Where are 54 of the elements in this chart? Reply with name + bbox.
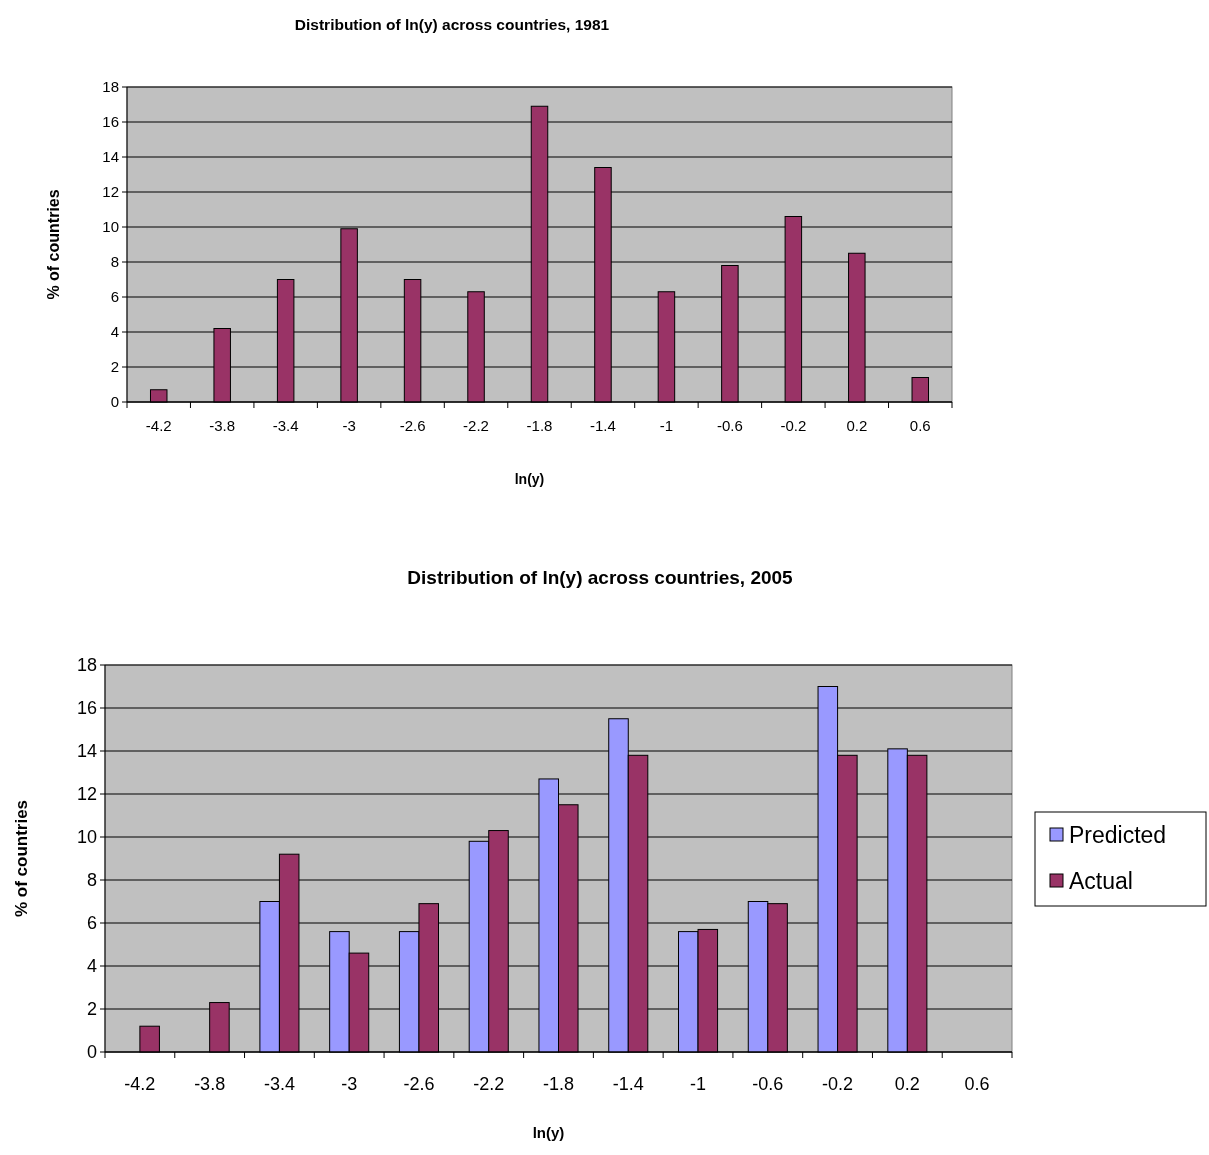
y-tick-label: 10 <box>76 827 97 848</box>
y-tick-label: 6 <box>110 288 119 306</box>
x-tick-label: -1 <box>659 417 674 435</box>
x-tick-label: -2.6 <box>403 1074 435 1095</box>
x-axis-title: ln(y) <box>532 1124 565 1141</box>
y-tick-label: 10 <box>102 218 119 236</box>
x-tick-label: 0.2 <box>846 417 868 435</box>
x-tick-label: -0.6 <box>752 1074 784 1095</box>
y-tick-label: 18 <box>102 78 119 96</box>
chart-title: Distribution of ln(y) across countries, 1981 <box>294 16 610 33</box>
x-tick-label: -1.4 <box>612 1074 644 1095</box>
x-tick-label: -1 <box>690 1074 707 1095</box>
legend-label: Actual <box>1069 868 1133 895</box>
x-tick-label: -3.4 <box>263 1074 295 1095</box>
y-tick-label: 4 <box>110 323 119 341</box>
x-tick-label: -0.2 <box>822 1074 854 1095</box>
y-axis-title: % of countries <box>45 189 62 300</box>
y-tick-label: 6 <box>86 913 97 934</box>
x-tick-label: -3.8 <box>194 1074 226 1095</box>
x-tick-label: -1.8 <box>542 1074 575 1095</box>
x-tick-label: 0.6 <box>909 417 931 435</box>
x-tick-label: -2.2 <box>473 1074 505 1095</box>
x-axis-title: ln(y) <box>514 471 545 487</box>
x-tick-label: -1.8 <box>526 417 553 435</box>
x-tick-label: -1.4 <box>590 417 616 435</box>
x-tick-label: -3 <box>341 1074 358 1095</box>
y-tick-label: 18 <box>76 655 97 676</box>
x-tick-label: -2.6 <box>399 417 426 435</box>
y-tick-label: 2 <box>110 358 119 376</box>
x-tick-label: -3 <box>342 417 356 435</box>
y-tick-label: 0 <box>110 393 119 411</box>
x-tick-label: -3.8 <box>209 417 236 435</box>
x-tick-label: 0.2 <box>894 1074 920 1095</box>
x-tick-label: -4.2 <box>124 1074 156 1095</box>
y-tick-label: 12 <box>76 784 97 805</box>
chart-title: Distribution of ln(y) across countries, 2005 <box>407 567 794 588</box>
y-tick-label: 12 <box>102 183 119 201</box>
y-tick-label: 4 <box>86 956 97 977</box>
y-tick-label: 16 <box>102 113 119 131</box>
y-tick-label: 0 <box>86 1042 97 1063</box>
y-axis-title: % of countries <box>12 799 31 918</box>
x-tick-label: 0.6 <box>964 1074 990 1095</box>
y-tick-label: 16 <box>76 698 97 719</box>
x-tick-label: -2.2 <box>463 417 489 435</box>
x-tick-label: -0.2 <box>780 417 807 435</box>
y-tick-label: 8 <box>86 870 97 891</box>
legend-label: Predicted <box>1069 822 1167 849</box>
y-tick-label: 8 <box>110 253 119 271</box>
y-tick-label: 2 <box>86 999 97 1020</box>
x-tick-label: -0.6 <box>716 417 743 435</box>
x-tick-label: -4.2 <box>145 417 172 435</box>
x-tick-label: -3.4 <box>272 417 299 435</box>
y-tick-label: 14 <box>76 741 97 762</box>
y-tick-label: 14 <box>102 148 119 166</box>
